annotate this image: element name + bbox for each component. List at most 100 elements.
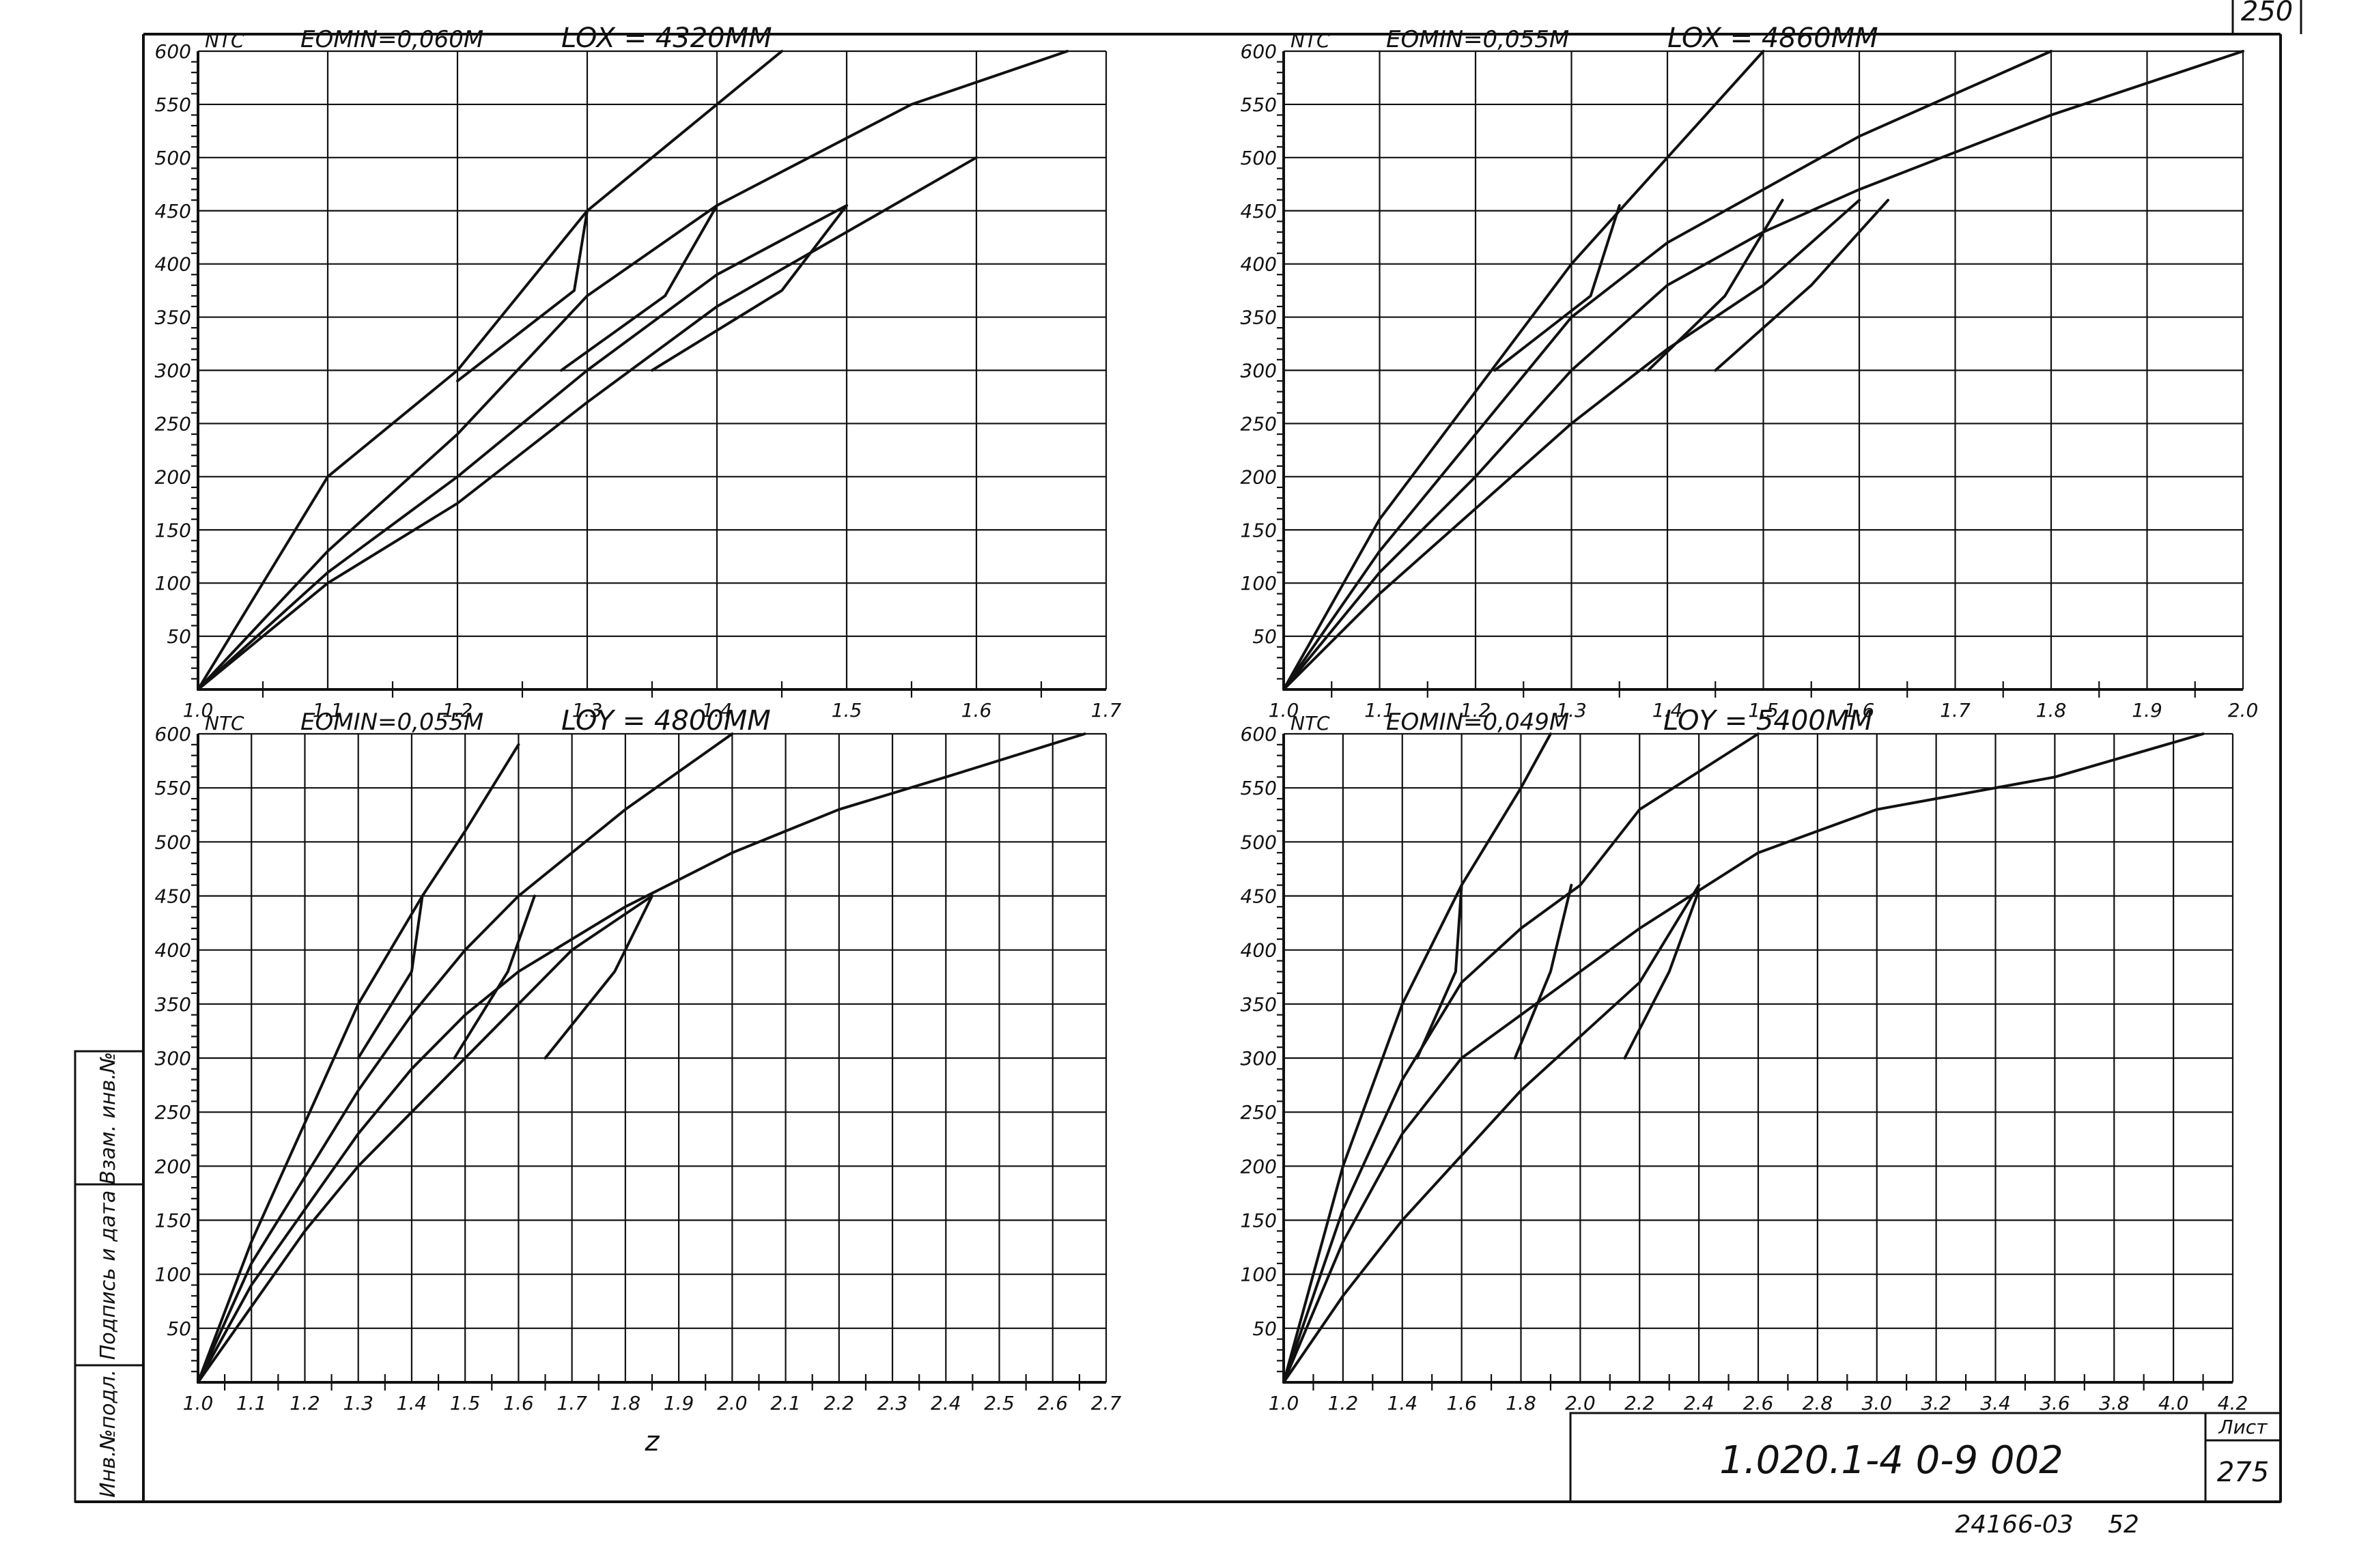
series-line-2 <box>197 50 1069 691</box>
y-tick-label: 450 <box>1241 885 1277 908</box>
series-line-2 <box>197 732 734 1384</box>
x-tick-label: 2.4 <box>931 1392 961 1414</box>
y-tick-label: 100 <box>1241 572 1277 595</box>
x-tick-label: 1.1 <box>313 699 343 722</box>
side-stamp-inv: Инв.№подл. <box>96 1369 120 1498</box>
y-tick-label: 250 <box>155 1101 191 1124</box>
x-tick-label: 1.1 <box>1364 699 1395 722</box>
y-tick-label: 150 <box>1241 1210 1277 1232</box>
x-tick-label: 1.2 <box>1461 699 1491 722</box>
x-tick-label: 1.5 <box>450 1392 481 1414</box>
x-tick-label: 1.9 <box>2132 699 2162 722</box>
y-tick-label: 550 <box>1241 94 1277 116</box>
y-tick-label: 450 <box>155 885 191 908</box>
y-tick-label: 300 <box>1241 360 1277 382</box>
y-tick-label: 150 <box>155 1210 191 1232</box>
x-tick-label: 1.2 <box>1328 1392 1359 1414</box>
x-tick-label: 3.8 <box>2099 1392 2130 1414</box>
series-line-5 <box>356 894 424 1059</box>
y-tick-label: 350 <box>1241 307 1277 329</box>
y-tick-label: 50 <box>1252 1317 1277 1340</box>
series-line-4 <box>197 156 978 691</box>
x-tick-label: 1.7 <box>556 1392 587 1414</box>
y-tick-label: 400 <box>1241 253 1277 276</box>
x-tick-label: 1.2 <box>290 1392 320 1414</box>
y-tick-label: 100 <box>1241 1264 1277 1286</box>
grid <box>191 50 1108 698</box>
series-line-6 <box>453 894 536 1059</box>
y-tick-label: 200 <box>1241 1155 1277 1178</box>
series-line-3 <box>197 204 848 691</box>
series-line-1 <box>197 50 783 691</box>
y-tick-label: 200 <box>1241 466 1277 488</box>
series-line-6 <box>1646 199 1784 372</box>
y-tick-label: 600 <box>155 723 191 745</box>
x-tick-label: 1.2 <box>442 699 473 722</box>
archive-number: 24166-03 <box>1955 1511 2073 1539</box>
x-tick-label: 1.5 <box>1748 699 1779 722</box>
x-tick-label: 1.1 <box>236 1392 267 1414</box>
series-line-7 <box>1623 889 1701 1059</box>
y-tick-label: 100 <box>155 1264 191 1286</box>
y-axis-unit: NTC <box>1290 712 1330 735</box>
y-tick-label: 600 <box>1241 723 1277 745</box>
length-label: LOY = 4800MM <box>561 705 771 737</box>
sheet-frame <box>75 0 2302 1503</box>
grid <box>191 732 1108 1391</box>
series-line-1 <box>197 743 520 1384</box>
x-tick-label: 1.3 <box>572 699 603 722</box>
y-tick-label: 150 <box>1241 519 1277 541</box>
x-tick-label: 1.5 <box>832 699 862 722</box>
x-tick-label: 2.7 <box>1091 1392 1122 1414</box>
side-stamp-replace: Взам. инв.№ <box>96 1052 120 1184</box>
y-axis-unit: NTC <box>205 29 244 52</box>
y-tick-label: 300 <box>155 1047 191 1070</box>
y-tick-label: 400 <box>155 253 191 276</box>
x-tick-label: 2.2 <box>1624 1392 1655 1414</box>
eccentricity-label: EOMIN=0,049M <box>1386 709 1569 736</box>
y-tick-label: 50 <box>167 625 191 648</box>
y-tick-label: 500 <box>1241 831 1277 853</box>
y-tick-label: 600 <box>155 40 191 63</box>
y-tick-label: 350 <box>155 993 191 1016</box>
x-tick-label: 3.2 <box>1921 1392 1951 1414</box>
x-tick-label: 2.0 <box>2228 699 2259 722</box>
series-line-3 <box>1282 732 2205 1384</box>
series-line-7 <box>544 894 653 1059</box>
grid <box>1277 50 2244 698</box>
side-stamp: Инв.№подл. Подпись и дата Взам. инв.№ <box>74 1050 145 1503</box>
x-tick-label: 1.3 <box>343 1392 373 1414</box>
x-tick-label: 1.0 <box>183 699 214 722</box>
x-tick-label: 1.3 <box>1556 699 1587 722</box>
x-tick-label: 1.7 <box>1940 699 1971 722</box>
eccentricity-label: EOMIN=0,060M <box>300 26 483 53</box>
title-block <box>1569 1412 2282 1503</box>
x-tick-label: 2.0 <box>1565 1392 1596 1414</box>
y-tick-label: 550 <box>1241 777 1277 799</box>
chart-panel-top-left: 1.0 1.1 1.2 1.3 1.4 1.5 1.6 1.7 50 100 150 200 250 30… <box>155 23 1122 722</box>
series-line-2 <box>1282 732 1760 1384</box>
sheet-label: Лист <box>2218 1416 2268 1438</box>
series-line-1 <box>1282 732 1552 1384</box>
x-tick-label: 2.5 <box>984 1392 1015 1414</box>
y-tick-label: 250 <box>1241 1101 1277 1124</box>
series-line-5 <box>456 209 589 383</box>
x-tick-label: 3.0 <box>1861 1392 1892 1414</box>
side-stamp-signature: Подпись и дата <box>96 1191 120 1360</box>
series-line-3 <box>1282 50 2244 691</box>
x-tick-label: 1.4 <box>1387 1392 1417 1414</box>
x-axis-label: z <box>645 1426 660 1457</box>
chart-panel-bottom-left: 1.0 1.1 1.2 1.3 1.4 1.5 1.6 1.7 1.8 1.9 2.0 2.1 2.2 2… <box>155 705 1122 1457</box>
length-label: LOY = 5400MM <box>1663 705 1873 737</box>
x-tick-label: 2.4 <box>1684 1392 1715 1414</box>
y-tick-label: 550 <box>155 94 191 116</box>
x-tick-label: 1.0 <box>183 1392 214 1414</box>
y-tick-label: 450 <box>155 200 191 223</box>
series-line-6 <box>560 204 718 372</box>
x-tick-label: 2.8 <box>1803 1392 1833 1414</box>
y-tick-label: 50 <box>1252 625 1277 648</box>
series-line-5 <box>1493 204 1621 372</box>
y-tick-label: 100 <box>155 572 191 595</box>
archive-page: 52 <box>2108 1511 2139 1539</box>
